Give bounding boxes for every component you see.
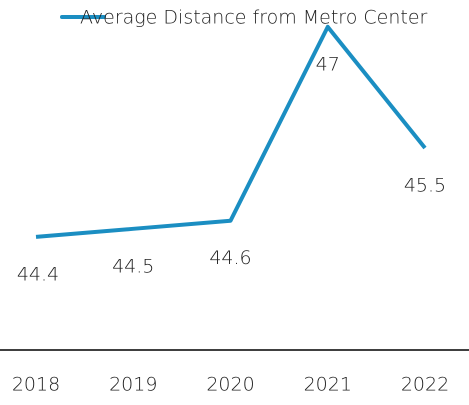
x-tick-label: 2020 xyxy=(206,374,254,396)
x-tick-label: 2022 xyxy=(401,374,449,396)
data-label: 44.5 xyxy=(112,255,154,277)
data-label: 47 xyxy=(316,53,340,75)
data-label: 44.6 xyxy=(209,247,251,269)
series-line xyxy=(35,24,427,239)
data-label: 44.4 xyxy=(17,263,59,285)
x-tick-label: 2021 xyxy=(304,374,352,396)
data-label: 45.5 xyxy=(404,175,446,197)
x-tick-label: 2018 xyxy=(12,374,60,396)
legend-label: Average Distance from Metro Center xyxy=(80,7,428,29)
x-tick-label: 2019 xyxy=(109,374,157,396)
